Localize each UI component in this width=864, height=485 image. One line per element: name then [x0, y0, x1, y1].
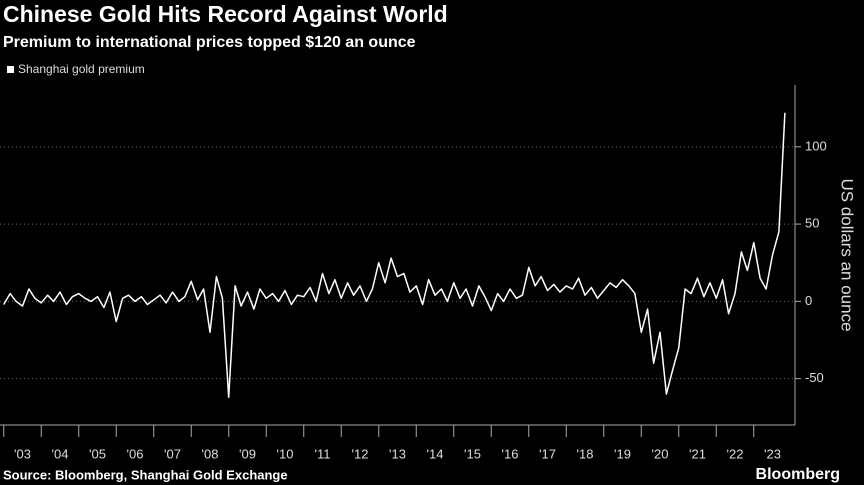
series-line	[3, 112, 786, 398]
x-tick-label: '22	[727, 446, 744, 461]
x-tick-label: '10	[277, 446, 294, 461]
x-tick-label: '11	[315, 446, 331, 461]
x-tick-label: '17	[539, 446, 556, 461]
x-tick-label: '05	[89, 446, 106, 461]
brand: Bloomberg	[756, 466, 840, 483]
x-tick-label: '20	[652, 446, 669, 461]
y-tick-label: 50	[805, 216, 819, 231]
x-tick-label: '14	[427, 446, 444, 461]
x-tick-label: '16	[502, 446, 519, 461]
x-tick-label: '19	[614, 446, 631, 461]
x-tick-label: '03	[14, 446, 31, 461]
x-tick-label: '12	[352, 446, 369, 461]
source: Source: Bloomberg, Shanghai Gold Exchang…	[3, 467, 288, 482]
x-tick-label: '06	[127, 446, 144, 461]
y-tick-label: 0	[805, 293, 812, 308]
chart-title: Chinese Gold Hits Record Against World	[3, 1, 448, 27]
x-tick-label: '23	[764, 446, 781, 461]
x-tick-label: '15	[464, 446, 481, 461]
x-tick-label: '07	[164, 446, 181, 461]
chart-subtitle: Premium to international prices topped $…	[3, 34, 416, 51]
x-tick-label: '04	[52, 446, 69, 461]
y-tick-label: -50	[805, 370, 824, 385]
x-tick-label: '21	[689, 446, 706, 461]
legend-label: Shanghai gold premium	[18, 62, 145, 76]
x-tick-label: '09	[239, 446, 256, 461]
x-tick-label: '18	[577, 446, 594, 461]
x-tick-label: '08	[202, 446, 219, 461]
y-axis-label: US dollars an ounce	[838, 178, 857, 331]
legend-swatch	[7, 66, 14, 73]
y-tick-label: 100	[805, 138, 827, 153]
x-tick-label: '13	[389, 446, 406, 461]
